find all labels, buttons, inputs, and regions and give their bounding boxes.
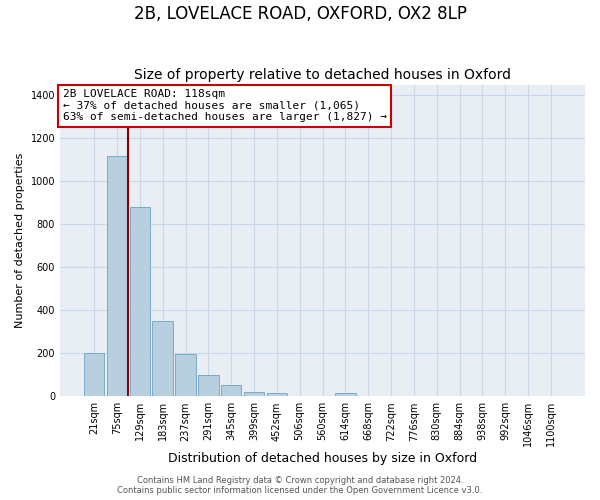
Bar (335, 393, 356, 396)
Bar (175, 354, 196, 397)
Text: Contains HM Land Registry data © Crown copyright and database right 2024.
Contai: Contains HM Land Registry data © Crown c… (118, 476, 482, 495)
Bar (198, 375, 218, 396)
X-axis label: Distribution of detached houses by size in Oxford: Distribution of detached houses by size … (168, 452, 477, 465)
Bar (130, 207, 150, 396)
Text: 2B LOVELACE ROAD: 118sqm
← 37% of detached houses are smaller (1,065)
63% of sem: 2B LOVELACE ROAD: 118sqm ← 37% of detach… (62, 89, 386, 122)
Text: 2B, LOVELACE ROAD, OXFORD, OX2 8LP: 2B, LOVELACE ROAD, OXFORD, OX2 8LP (133, 5, 467, 23)
Bar (152, 321, 173, 396)
Bar (221, 384, 241, 396)
Bar (84, 354, 104, 397)
Bar (266, 393, 287, 396)
Title: Size of property relative to detached houses in Oxford: Size of property relative to detached ho… (134, 68, 511, 82)
Bar (244, 392, 264, 396)
Bar (107, 156, 127, 396)
Y-axis label: Number of detached properties: Number of detached properties (15, 153, 25, 328)
